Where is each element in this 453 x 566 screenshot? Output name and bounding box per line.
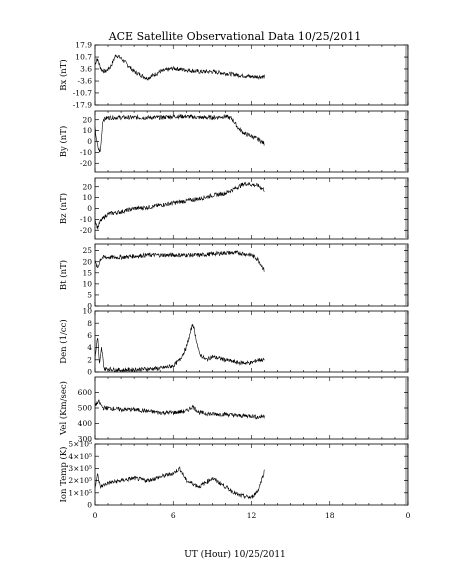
panel-4: 10 8 6 4 2 0 Den (1/cc) xyxy=(58,307,409,377)
y-axis-label: Vel (Km/sec) xyxy=(58,381,69,436)
x-tick-label: 0 xyxy=(406,511,411,520)
x-tick-label: 12 xyxy=(247,511,257,520)
y-tick-label: 10 xyxy=(82,279,92,288)
y-tick-label: 500 xyxy=(78,404,93,413)
y-tick-label: 25 xyxy=(82,246,92,255)
panel-0: 17.9 10.7 3.6 -3.6 -10.7 -17.9 Bx (nT) xyxy=(58,41,409,110)
panels-group: 17.910.73.6-3.6-10.7-17.9Bx (nT)20100-10… xyxy=(58,41,409,510)
series-line-0 xyxy=(94,181,265,230)
no-data-band xyxy=(405,312,408,371)
chart-title: ACE Satellite Observational Data 10/25/2… xyxy=(108,30,362,43)
series-line-0 xyxy=(94,54,265,81)
y-tick-label: 4 xyxy=(87,343,92,352)
y-tick-label: 10 xyxy=(82,193,92,202)
y-tick-label: 0 xyxy=(87,501,92,510)
y-tick-label: -10 xyxy=(80,148,92,157)
y-tick-label: -3.6 xyxy=(78,77,93,86)
y-tick-label: -20 xyxy=(80,159,92,168)
y-tick-label: 300 xyxy=(78,435,93,444)
x-tick-label: 0 xyxy=(93,511,98,520)
series-line-0 xyxy=(94,113,265,153)
y-axis-label: Bz (nT) xyxy=(58,193,69,224)
y-tick-label: 2×10⁵ xyxy=(68,476,92,485)
y-tick-label: 4×10⁵ xyxy=(68,452,92,461)
y-tick-label: 5×10⁵ xyxy=(68,440,92,449)
y-tick-label: -17.9 xyxy=(73,101,92,110)
series-line-0 xyxy=(94,399,265,420)
y-tick-label: 20 xyxy=(82,257,92,266)
y-tick-label: 0 xyxy=(87,137,92,146)
y-tick-label: 10 xyxy=(82,126,92,135)
series-line-0 xyxy=(94,465,265,500)
y-tick-label: 3×10⁵ xyxy=(68,464,92,473)
x-tick-label: 18 xyxy=(325,511,335,520)
panel-frame xyxy=(94,310,409,373)
panel-frame xyxy=(94,110,409,173)
panel-5: 600 500 400 300 Vel (Km/sec) xyxy=(58,376,409,444)
y-axis-label: By (nT) xyxy=(58,126,69,158)
y-axis-label: Bt (nT) xyxy=(58,260,69,290)
y-tick-label: 0 xyxy=(87,204,92,213)
y-tick-label: 8 xyxy=(87,319,92,328)
y-tick-label: 600 xyxy=(78,388,93,397)
y-axis-label: Bx (nT) xyxy=(58,59,69,91)
x-tick-label: 6 xyxy=(171,511,176,520)
y-tick-label: 2 xyxy=(87,355,92,364)
series-line-0 xyxy=(94,324,265,373)
y-tick-label: -10.7 xyxy=(73,89,92,98)
panel-6: 5×10⁵ 4×10⁵ 3×10⁵ 2×10⁵ 1×10⁵ 0 Ion Temp (K) xyxy=(58,440,409,510)
y-tick-label: -20 xyxy=(80,226,92,235)
no-data-band xyxy=(405,46,408,104)
y-tick-label: 0 xyxy=(87,302,92,311)
x-tick-labels: 0 6 12 18 0 xyxy=(93,511,411,520)
no-data-band xyxy=(405,245,408,305)
y-tick-label: 1×10⁵ xyxy=(68,488,92,497)
y-tick-label: 400 xyxy=(78,419,93,428)
y-tick-label: 6 xyxy=(87,331,92,340)
y-tick-label: 15 xyxy=(82,268,92,277)
panel-frame xyxy=(94,376,409,440)
y-tick-label: 10.7 xyxy=(75,53,92,62)
y-tick-label: 5 xyxy=(87,291,92,300)
y-tick-label: 10 xyxy=(82,307,92,316)
y-tick-label: 20 xyxy=(82,182,92,191)
y-tick-label: 3.6 xyxy=(80,65,92,74)
y-axis-label: Den (1/cc) xyxy=(58,319,69,363)
y-tick-label: 20 xyxy=(82,115,92,124)
x-axis-label: UT (Hour) 10/25/2011 xyxy=(184,549,286,560)
panel-frame xyxy=(94,243,409,307)
series-line-0 xyxy=(94,250,265,272)
panel-2: 20 10 0 -10 -20 Bz (nT) xyxy=(58,177,409,240)
y-tick-label: 17.9 xyxy=(75,41,92,50)
y-axis-label: Ion Temp (K) xyxy=(58,447,69,503)
y-tick-label: 0 xyxy=(87,368,92,377)
panel-3: 25 20 15 10 5 0 Bt (nT) xyxy=(58,243,409,311)
y-tick-label: -10 xyxy=(80,215,92,224)
panel-1: 20 10 0 -10 -20 By (nT) xyxy=(58,110,409,173)
no-data-band xyxy=(405,445,408,504)
